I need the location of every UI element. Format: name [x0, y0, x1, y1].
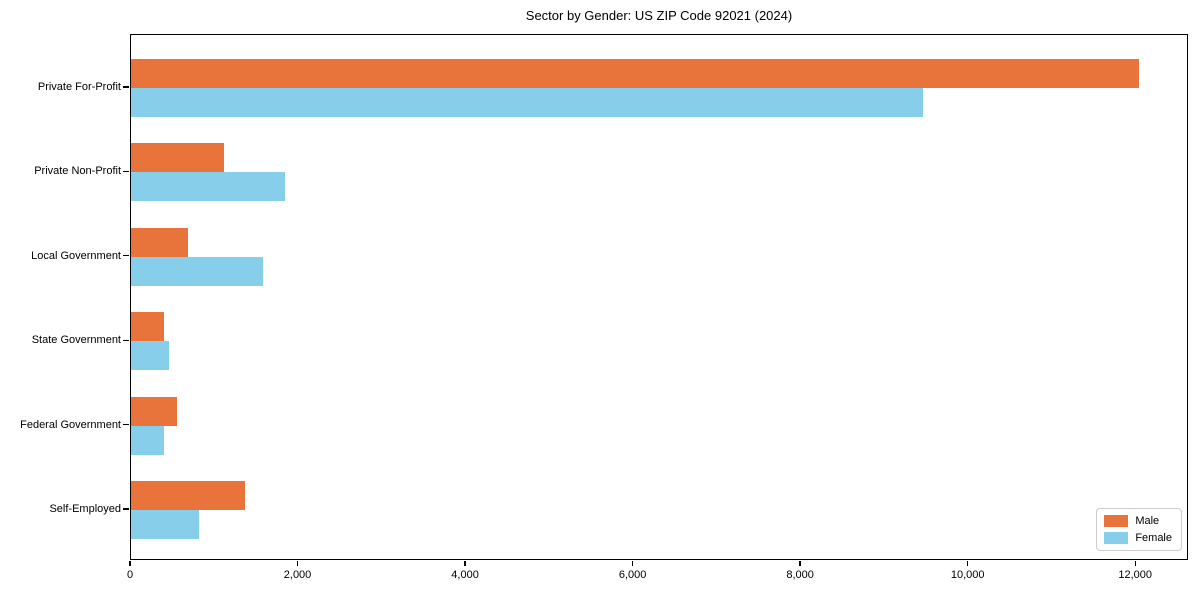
legend-entry-female: Female	[1104, 532, 1172, 544]
x-tick-mark	[296, 561, 299, 566]
x-tick-mark	[631, 561, 634, 566]
legend-label-female: Female	[1135, 532, 1172, 544]
x-tick-mark	[1134, 561, 1136, 566]
legend-swatch-female	[1104, 532, 1129, 544]
bar-male-private-non-profit	[131, 143, 224, 173]
bar-male-private-for-profit	[131, 59, 1139, 88]
y-tick-mark	[123, 255, 129, 257]
chart-title: Sector by Gender: US ZIP Code 92021 (202…	[525, 8, 793, 23]
x-tick-mark	[129, 561, 131, 566]
bar-female-private-for-profit	[131, 88, 923, 117]
x-tick-label-8-000: 8,000	[786, 569, 814, 581]
bar-male-local-government	[131, 227, 188, 257]
x-tick-label-12-000: 12,000	[1118, 569, 1153, 581]
y-tick-mark	[123, 339, 129, 341]
bar-female-local-government	[131, 256, 263, 286]
bar-female-self-employed	[131, 510, 199, 539]
bar-female-state-government	[131, 341, 169, 371]
bar-male-self-employed	[131, 481, 245, 510]
y-tick-label-state-government: State Government	[31, 334, 121, 347]
x-tick-label-4-000: 4,000	[451, 569, 479, 581]
y-tick-mark	[123, 86, 129, 88]
legend-swatch-male	[1104, 515, 1129, 527]
y-tick-label-self-employed: Self-Employed	[49, 503, 121, 515]
y-tick-mark	[123, 170, 129, 173]
x-tick-label-10-000: 10,000	[950, 569, 985, 581]
y-tick-label-private-non-profit: Private Non-Profit	[34, 165, 121, 178]
bar-male-state-government	[131, 312, 165, 342]
y-tick-mark	[123, 508, 129, 510]
y-tick-mark	[123, 423, 129, 426]
x-tick-mark	[464, 561, 466, 566]
bar-male-federal-government	[131, 396, 178, 426]
x-tick-mark	[799, 561, 801, 566]
plot-area: Male Female	[130, 34, 1188, 560]
legend: Male Female	[1096, 508, 1182, 551]
y-tick-label-federal-government: Federal Government	[20, 418, 121, 431]
x-tick-label-2-000: 2,000	[283, 569, 312, 581]
bar-female-federal-government	[131, 425, 164, 455]
y-tick-label-private-for-profit: Private For-Profit	[37, 81, 121, 93]
y-tick-label-local-government: Local Government	[31, 249, 121, 262]
bar-female-private-non-profit	[131, 172, 286, 202]
x-tick-mark	[966, 561, 969, 566]
legend-entry-male: Male	[1104, 515, 1172, 527]
legend-label-male: Male	[1135, 515, 1160, 527]
x-tick-label-6-000: 6,000	[618, 569, 647, 581]
x-tick-label-0: 0	[126, 569, 134, 581]
